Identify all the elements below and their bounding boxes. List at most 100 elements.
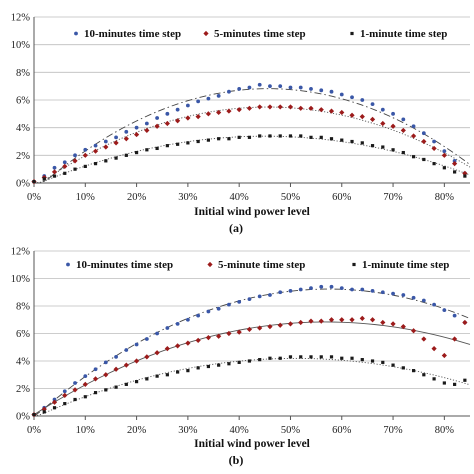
data-point — [155, 146, 159, 151]
data-point — [92, 376, 99, 382]
data-point — [452, 313, 457, 318]
x-tick-label: 20% — [127, 425, 147, 436]
data-point — [340, 138, 344, 142]
data-point — [288, 134, 293, 138]
data-point — [298, 85, 303, 90]
data-point — [452, 161, 458, 167]
data-point — [237, 135, 241, 139]
y-tick-label: 4% — [16, 357, 30, 368]
data-point — [319, 284, 324, 289]
y-tick-label: 8% — [16, 302, 30, 313]
data-point — [62, 163, 68, 169]
data-point — [452, 336, 458, 342]
data-point — [72, 387, 78, 393]
data-point — [422, 373, 426, 377]
data-point — [452, 158, 457, 163]
y-tick-label: 6% — [16, 96, 30, 107]
y-tick-label: 12% — [11, 13, 31, 24]
data-point — [390, 123, 396, 129]
panel-label: (b) — [229, 453, 244, 467]
data-point — [441, 352, 447, 359]
trend-line-2 — [33, 106, 471, 184]
data-point — [258, 358, 262, 362]
x-tick-label: 80% — [435, 425, 455, 436]
data-point — [114, 354, 118, 359]
data-point — [381, 145, 385, 149]
data-point — [104, 159, 108, 163]
data-point — [155, 116, 160, 120]
series-2 — [31, 315, 468, 418]
data-point — [227, 89, 231, 94]
data-point — [288, 85, 293, 90]
data-point — [83, 164, 87, 168]
data-point — [328, 317, 335, 323]
y-tick-label: 12% — [11, 247, 31, 258]
data-point — [298, 105, 304, 111]
data-point — [195, 337, 201, 343]
data-point — [134, 380, 139, 384]
x-tick-label: 0% — [27, 425, 41, 436]
data-point — [400, 127, 406, 134]
data-point — [103, 372, 109, 378]
data-point — [134, 150, 139, 155]
data-point — [309, 355, 313, 359]
data-point — [124, 153, 128, 157]
data-point — [62, 389, 67, 394]
legend-entry: 10-minutes time step — [76, 259, 173, 271]
data-point — [145, 377, 149, 381]
data-point — [339, 109, 345, 116]
data-point — [195, 114, 201, 120]
data-point — [237, 87, 242, 91]
data-point — [278, 84, 283, 89]
data-point — [82, 152, 88, 158]
data-point — [32, 180, 36, 184]
data-point — [410, 328, 417, 334]
data-point — [144, 337, 149, 341]
data-point — [63, 402, 67, 406]
data-point — [133, 358, 140, 364]
data-point — [154, 123, 160, 129]
data-point — [349, 112, 355, 118]
data-point — [205, 335, 211, 341]
data-point — [236, 329, 242, 335]
data-point — [236, 107, 242, 113]
data-point — [391, 291, 395, 296]
data-point — [339, 317, 345, 323]
series-3 — [32, 134, 467, 184]
data-point — [42, 410, 46, 414]
data-point — [155, 374, 159, 378]
data-point — [246, 326, 253, 332]
x-axis-label: Initial wind power level — [194, 206, 310, 218]
data-point — [359, 315, 365, 321]
data-point — [391, 111, 395, 116]
data-point — [123, 362, 129, 368]
data-point — [370, 359, 375, 363]
y-tick-label: 2% — [16, 151, 30, 162]
data-point — [267, 324, 273, 330]
data-point — [401, 150, 405, 155]
y-tick-label: 10% — [11, 40, 31, 51]
x-tick-label: 50% — [281, 425, 301, 436]
data-point — [380, 107, 385, 112]
data-point — [103, 139, 108, 144]
data-point — [360, 358, 364, 362]
data-point — [227, 302, 231, 307]
data-point — [82, 381, 88, 387]
data-point — [370, 288, 375, 293]
data-point — [103, 144, 109, 150]
data-point — [410, 133, 417, 139]
data-point — [52, 406, 57, 410]
data-point — [453, 170, 457, 174]
data-point — [278, 290, 283, 295]
data-point — [318, 318, 324, 324]
x-tick-label: 0% — [27, 192, 41, 203]
x-axis-label: Initial wind power level — [194, 438, 310, 450]
data-point — [63, 171, 67, 175]
data-point — [277, 322, 283, 328]
data-point — [329, 89, 334, 94]
data-point — [462, 319, 468, 326]
data-point — [359, 114, 365, 120]
data-point — [257, 82, 262, 87]
data-point — [421, 298, 426, 303]
data-point — [216, 109, 222, 116]
